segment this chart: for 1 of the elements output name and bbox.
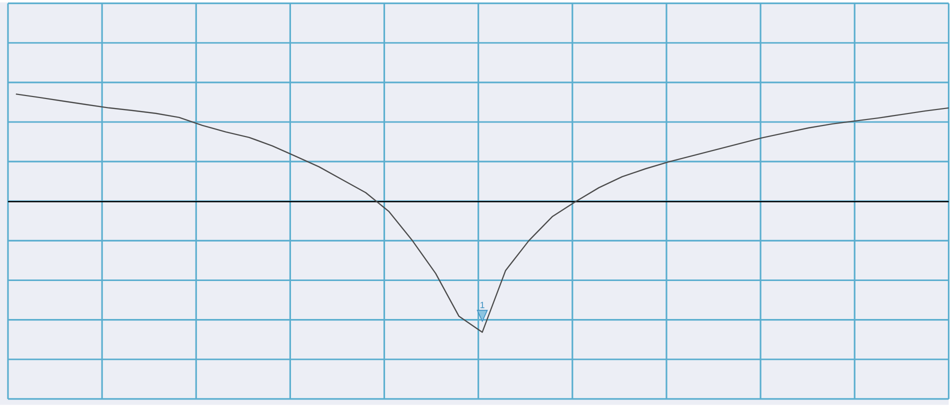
annotation: 1 — [480, 302, 484, 308]
